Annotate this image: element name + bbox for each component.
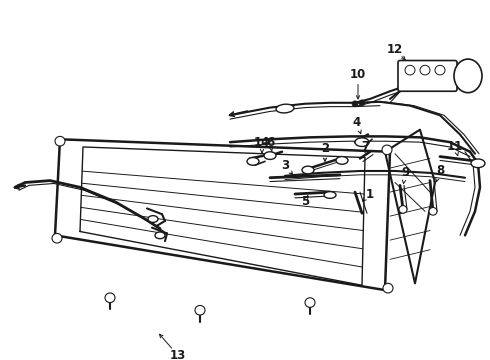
Text: 9: 9 bbox=[401, 166, 409, 179]
Text: 5: 5 bbox=[301, 195, 309, 208]
Ellipse shape bbox=[264, 152, 276, 159]
Circle shape bbox=[420, 65, 430, 75]
Text: 11: 11 bbox=[447, 140, 463, 153]
Ellipse shape bbox=[155, 232, 165, 239]
Text: 13: 13 bbox=[170, 349, 186, 360]
Ellipse shape bbox=[454, 59, 482, 93]
Ellipse shape bbox=[148, 216, 158, 222]
Circle shape bbox=[383, 283, 393, 293]
Circle shape bbox=[405, 65, 415, 75]
Circle shape bbox=[359, 100, 365, 106]
Circle shape bbox=[305, 298, 315, 307]
Circle shape bbox=[435, 65, 445, 75]
Ellipse shape bbox=[355, 138, 369, 147]
Text: 2: 2 bbox=[321, 143, 329, 156]
Text: 4: 4 bbox=[353, 116, 361, 130]
Circle shape bbox=[55, 136, 65, 146]
Ellipse shape bbox=[302, 166, 314, 174]
Circle shape bbox=[105, 293, 115, 302]
Text: 3: 3 bbox=[281, 159, 289, 172]
Circle shape bbox=[399, 206, 407, 213]
Ellipse shape bbox=[336, 157, 348, 164]
Circle shape bbox=[429, 207, 437, 215]
Ellipse shape bbox=[471, 159, 485, 168]
Circle shape bbox=[195, 305, 205, 315]
Circle shape bbox=[382, 145, 392, 155]
FancyBboxPatch shape bbox=[398, 60, 457, 91]
Circle shape bbox=[52, 233, 62, 243]
Circle shape bbox=[352, 101, 358, 107]
Ellipse shape bbox=[324, 192, 336, 198]
Text: 6: 6 bbox=[266, 136, 274, 149]
Text: 1: 1 bbox=[366, 188, 374, 201]
Text: 12: 12 bbox=[387, 44, 403, 57]
Ellipse shape bbox=[247, 158, 259, 165]
Text: 10: 10 bbox=[350, 68, 366, 81]
Ellipse shape bbox=[276, 104, 294, 113]
Text: 14: 14 bbox=[254, 136, 270, 149]
Text: 7: 7 bbox=[361, 140, 369, 153]
Text: 8: 8 bbox=[436, 165, 444, 177]
